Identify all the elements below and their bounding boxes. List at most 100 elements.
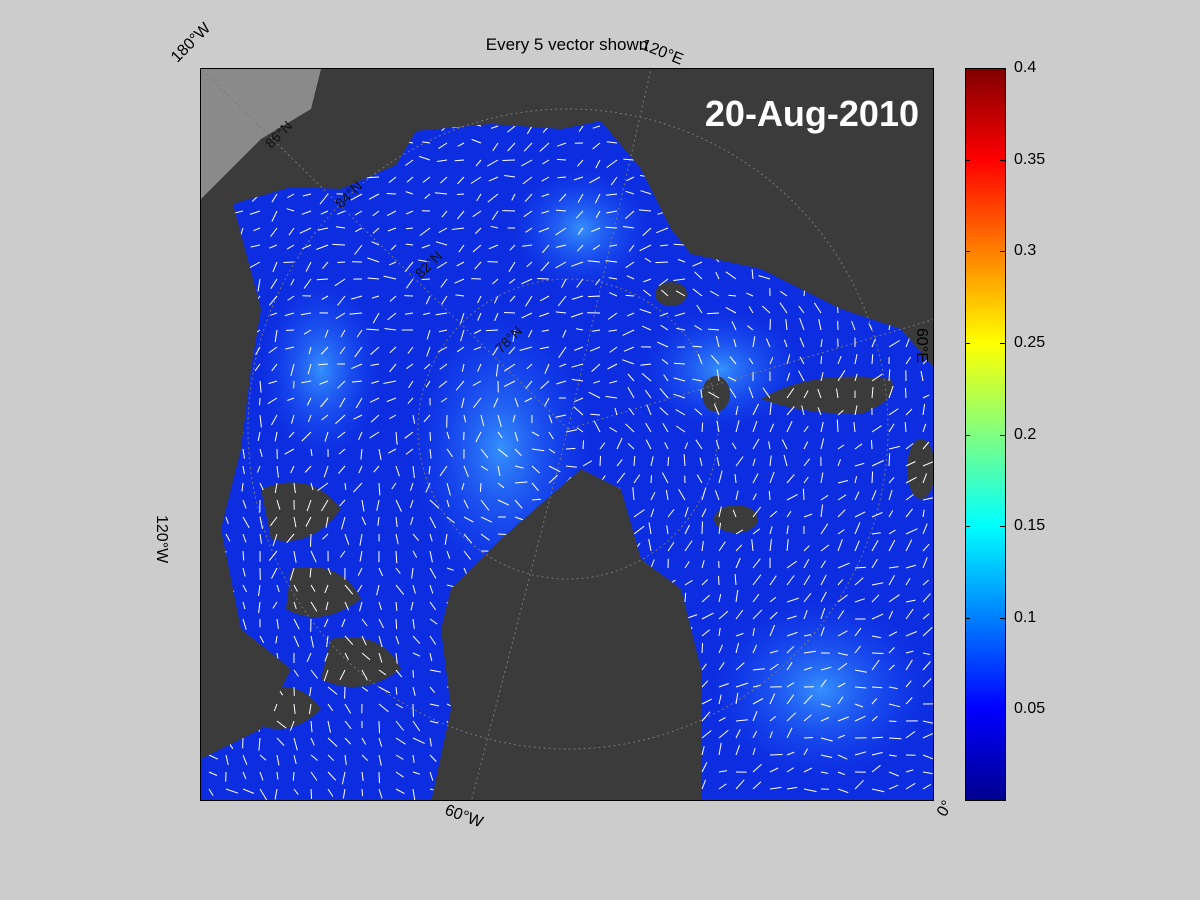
drift-vector <box>769 624 776 637</box>
drift-vector <box>837 409 844 416</box>
drift-vector <box>595 159 601 169</box>
drift-vector <box>307 414 312 423</box>
drift-vector <box>521 159 533 167</box>
drift-vector <box>271 210 278 222</box>
drift-vector <box>837 716 850 722</box>
drift-vector <box>641 325 652 331</box>
drift-vector <box>395 584 405 595</box>
colorbar-tick-label: 0.15 <box>1014 517 1046 535</box>
drift-vector <box>593 420 601 433</box>
drift-vector <box>608 277 618 280</box>
drift-vector <box>731 321 737 331</box>
drift-vector <box>888 784 899 790</box>
drift-vector <box>605 395 618 399</box>
drift-vector <box>888 385 894 399</box>
drift-vector <box>395 550 398 564</box>
drift-vector <box>851 320 856 331</box>
drift-vector <box>803 694 813 705</box>
drift-vector <box>905 461 916 467</box>
drift-vector <box>340 329 346 338</box>
drift-vector <box>429 703 440 707</box>
drift-vector <box>493 397 499 408</box>
drift-vector <box>576 278 584 288</box>
drift-vector <box>639 244 652 252</box>
drift-vector <box>290 278 295 286</box>
drift-vector <box>361 618 368 627</box>
drift-vector <box>786 474 795 484</box>
drift-vector <box>355 397 363 409</box>
drift-vector <box>473 397 482 409</box>
drift-vector <box>270 227 278 237</box>
colorbar-tick-mark <box>1000 68 1005 69</box>
drift-vector <box>303 278 312 289</box>
drift-vector <box>701 663 707 671</box>
drift-vector <box>718 717 726 722</box>
drift-vector <box>531 482 539 492</box>
colorbar-tick-mark <box>1000 251 1005 253</box>
drift-vector <box>701 711 711 722</box>
drift-vector <box>531 498 541 501</box>
drift-vector <box>302 244 312 250</box>
drift-vector <box>371 241 380 246</box>
drift-vector <box>642 289 652 297</box>
drift-vector <box>718 662 725 671</box>
drift-vector <box>506 125 516 133</box>
drift-vector <box>429 737 432 747</box>
drift-vector <box>316 244 329 250</box>
colorbar-tick-mark <box>1000 709 1005 711</box>
drift-vector <box>406 363 414 370</box>
drift-vector <box>388 448 397 454</box>
drift-vector <box>395 720 404 731</box>
drift-vector <box>476 193 482 202</box>
drift-vector <box>446 448 454 458</box>
drift-vector <box>888 647 895 654</box>
drift-vector <box>701 746 705 756</box>
drift-vector <box>275 635 278 644</box>
drift-vector <box>803 575 811 586</box>
drift-vector <box>786 372 791 382</box>
drift-vector <box>276 465 279 478</box>
drift-vector <box>752 593 760 603</box>
drift-vector <box>378 669 387 676</box>
drift-vector <box>718 683 729 688</box>
drift-vector <box>332 243 346 246</box>
drift-vector <box>457 142 465 147</box>
drift-vector <box>752 528 761 535</box>
drift-vector <box>650 559 655 569</box>
drift-vector <box>429 720 439 724</box>
drift-vector <box>526 261 533 268</box>
drift-vector <box>922 626 933 637</box>
drift-vector <box>592 142 601 150</box>
drift-vector <box>412 771 420 775</box>
drift-vector <box>429 618 438 625</box>
drift-vector <box>562 329 567 338</box>
drift-vector <box>310 550 317 563</box>
drift-vector <box>338 448 346 455</box>
drift-vector <box>557 295 567 307</box>
drift-vector <box>429 499 440 509</box>
drift-vector <box>321 499 329 512</box>
drift-vector <box>820 626 825 637</box>
colorbar-tick-mark <box>1000 526 1005 528</box>
drift-vector <box>625 190 635 195</box>
drift-vector <box>922 523 928 535</box>
drift-vector <box>871 635 882 639</box>
drift-vector <box>752 458 756 467</box>
drift-vector <box>361 516 367 526</box>
drift-vector <box>271 363 278 372</box>
drift-vector <box>276 499 281 510</box>
drift-vector <box>684 579 693 586</box>
drift-vector <box>456 261 465 267</box>
drift-vector <box>435 312 448 316</box>
drift-vector <box>622 226 635 229</box>
drift-vector <box>372 312 380 324</box>
drift-vector <box>361 686 369 692</box>
drift-vector <box>837 494 847 501</box>
drift-vector <box>752 336 756 348</box>
drift-vector <box>555 227 567 236</box>
drift-vector <box>802 488 805 501</box>
drift-vector <box>272 601 278 609</box>
drift-vector <box>786 493 798 501</box>
drift-vector <box>395 686 398 695</box>
drift-vector <box>592 329 601 332</box>
